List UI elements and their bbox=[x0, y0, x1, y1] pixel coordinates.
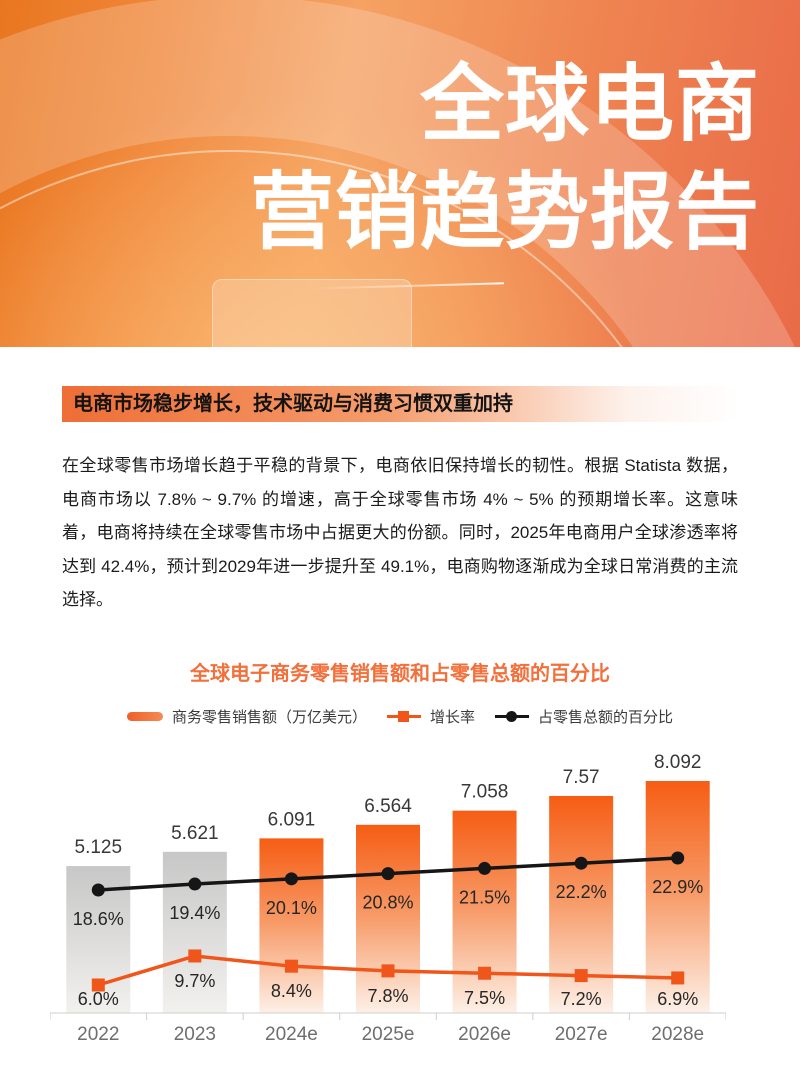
report-title-line1: 全球电商 bbox=[419, 57, 760, 151]
growth-point bbox=[284, 959, 298, 973]
share-label: 20.1% bbox=[266, 897, 317, 917]
growth-label: 8.4% bbox=[271, 981, 312, 1001]
share-point bbox=[381, 866, 395, 880]
bar-value-label: 6.564 bbox=[364, 795, 412, 816]
growth-label: 7.2% bbox=[561, 989, 602, 1009]
bar-swatch-icon bbox=[126, 711, 163, 721]
legend-item-sales: 商务零售销售额（万亿美元） bbox=[126, 706, 367, 727]
bar-2025e bbox=[356, 824, 420, 1013]
growth-label: 9.7% bbox=[174, 970, 215, 990]
growth-point bbox=[574, 968, 588, 982]
share-line-group: 18.6% 19.4% 20.1% 20.8% 21.5% 22.2% 22.9% bbox=[73, 851, 703, 929]
x-axis-label: 2023 bbox=[174, 1024, 216, 1045]
share-label: 21.5% bbox=[459, 887, 510, 907]
bar-value-label: 7.57 bbox=[563, 766, 600, 787]
growth-label: 6.0% bbox=[78, 989, 119, 1009]
share-label: 20.8% bbox=[362, 892, 413, 912]
share-point bbox=[91, 883, 105, 896]
legend-item-growth: 增长率 bbox=[386, 706, 475, 727]
chart-title: 全球电子商务零售销售额和占零售总额的百分比 bbox=[190, 662, 610, 685]
share-point bbox=[671, 851, 685, 865]
growth-point bbox=[91, 978, 105, 991]
bar-value-label: 8.092 bbox=[654, 752, 702, 773]
growth-label: 6.9% bbox=[657, 989, 698, 1009]
report-title-line2: 营销趋势报告 bbox=[249, 165, 760, 259]
legend-label-sales: 商务零售销售额（万亿美元） bbox=[171, 708, 367, 726]
share-label: 18.6% bbox=[73, 909, 124, 929]
bar-value-label: 5.621 bbox=[171, 822, 219, 843]
hero-banner: 全球电商 营销趋势报告 bbox=[0, 0, 800, 347]
share-point bbox=[188, 877, 202, 891]
bar-value-label: 7.058 bbox=[461, 781, 509, 802]
growth-point bbox=[381, 963, 395, 977]
share-point bbox=[478, 861, 492, 875]
x-axis-label: 2024e bbox=[265, 1024, 318, 1045]
x-axis-label: 2022 bbox=[77, 1024, 119, 1045]
share-label: 19.4% bbox=[169, 903, 220, 923]
x-axis-label: 2025e bbox=[362, 1024, 415, 1045]
report-title: 全球电商 营销趋势报告 bbox=[250, 50, 760, 266]
x-axis-label: 2028e bbox=[651, 1024, 704, 1045]
section-body-paragraph: 在全球零售市场增长趋于平稳的背景下，电商依旧保持增长的韧性。根据 Statist… bbox=[62, 456, 738, 609]
growth-label: 7.8% bbox=[367, 985, 408, 1005]
growth-point bbox=[671, 970, 685, 984]
chart-area: 5.125 5.621 6.091 6.564 7.058 7.57 8.092 18.6% 1… bbox=[49, 733, 727, 1049]
growth-point bbox=[478, 966, 492, 980]
share-point bbox=[574, 856, 588, 870]
circle-line-icon bbox=[495, 710, 529, 723]
x-axis: 2022 2023 2024e 2025e 2026e 2027e 2028e bbox=[49, 1012, 727, 1045]
bar-value-label: 6.091 bbox=[268, 809, 316, 830]
section-heading: 电商市场稳步增长，技术驱动与消费习惯双重加持 bbox=[62, 386, 738, 422]
growth-line-group: 6.0% 9.7% 8.4% 7.8% 7.5% 7.2% 6.9% bbox=[78, 948, 698, 1009]
share-point bbox=[284, 871, 298, 885]
x-axis-label: 2027e bbox=[555, 1024, 608, 1045]
growth-label: 7.5% bbox=[464, 988, 505, 1008]
share-label: 22.9% bbox=[652, 877, 703, 897]
decorative-rounded-card bbox=[212, 279, 412, 347]
x-axis-label: 2026e bbox=[458, 1024, 511, 1045]
legend-label-growth: 增长率 bbox=[429, 708, 475, 726]
bar-2026e bbox=[452, 810, 517, 1013]
share-label: 22.2% bbox=[556, 882, 607, 902]
legend-item-share: 占零售总额的百分比 bbox=[495, 706, 673, 727]
chart-legend: 商务零售销售额（万亿美元） 增长率 占零售总额的百分比 bbox=[0, 706, 800, 727]
bar-value-label: 5.125 bbox=[75, 837, 123, 858]
bar-2024e bbox=[259, 837, 324, 1013]
legend-label-share: 占零售总额的百分比 bbox=[538, 708, 674, 726]
growth-point bbox=[188, 948, 202, 962]
square-line-icon bbox=[386, 710, 421, 723]
